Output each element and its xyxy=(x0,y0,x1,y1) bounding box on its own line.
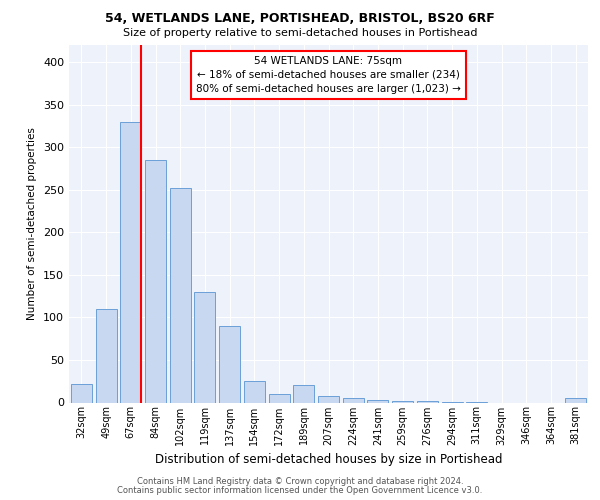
Bar xyxy=(170,188,191,402)
Bar xyxy=(343,398,364,402)
Bar xyxy=(565,398,586,402)
Bar xyxy=(145,160,166,402)
Bar xyxy=(367,400,388,402)
Bar xyxy=(71,384,92,402)
Text: Contains HM Land Registry data © Crown copyright and database right 2024.: Contains HM Land Registry data © Crown c… xyxy=(137,477,463,486)
Text: Contains public sector information licensed under the Open Government Licence v3: Contains public sector information licen… xyxy=(118,486,482,495)
Bar xyxy=(120,122,141,402)
X-axis label: Distribution of semi-detached houses by size in Portishead: Distribution of semi-detached houses by … xyxy=(155,453,502,466)
Text: Size of property relative to semi-detached houses in Portishead: Size of property relative to semi-detach… xyxy=(123,28,477,38)
Bar xyxy=(293,386,314,402)
Text: 54 WETLANDS LANE: 75sqm
← 18% of semi-detached houses are smaller (234)
80% of s: 54 WETLANDS LANE: 75sqm ← 18% of semi-de… xyxy=(196,56,461,94)
Text: 54, WETLANDS LANE, PORTISHEAD, BRISTOL, BS20 6RF: 54, WETLANDS LANE, PORTISHEAD, BRISTOL, … xyxy=(105,12,495,26)
Bar xyxy=(417,401,438,402)
Bar xyxy=(318,396,339,402)
Bar xyxy=(194,292,215,403)
Bar xyxy=(269,394,290,402)
Bar xyxy=(95,309,116,402)
Bar xyxy=(219,326,240,402)
Bar xyxy=(392,401,413,402)
Bar xyxy=(244,381,265,402)
Y-axis label: Number of semi-detached properties: Number of semi-detached properties xyxy=(28,128,37,320)
